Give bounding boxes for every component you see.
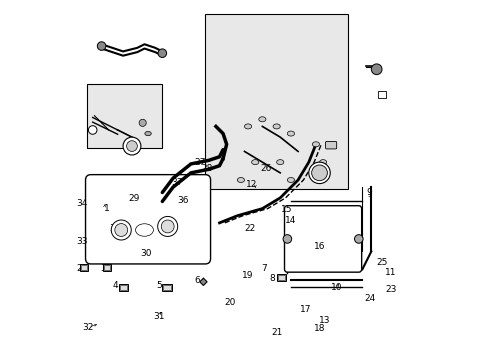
Circle shape bbox=[88, 126, 97, 134]
Text: 26: 26 bbox=[260, 164, 271, 173]
Text: 24: 24 bbox=[364, 294, 375, 303]
Text: 12: 12 bbox=[245, 180, 257, 189]
Text: 14: 14 bbox=[285, 216, 296, 225]
Circle shape bbox=[308, 162, 329, 184]
Bar bbox=[103, 264, 111, 271]
Bar bbox=[87, 84, 162, 148]
Bar bbox=[276, 274, 285, 281]
Bar bbox=[163, 285, 170, 290]
Text: 15: 15 bbox=[280, 205, 292, 214]
Bar bbox=[378, 91, 385, 98]
Text: 31: 31 bbox=[153, 312, 164, 321]
Text: 28: 28 bbox=[201, 164, 212, 173]
FancyBboxPatch shape bbox=[284, 206, 361, 272]
Circle shape bbox=[123, 137, 141, 155]
Ellipse shape bbox=[312, 142, 319, 147]
Text: 3: 3 bbox=[101, 264, 106, 273]
Ellipse shape bbox=[272, 124, 280, 129]
Text: 29: 29 bbox=[128, 194, 140, 203]
Text: 8: 8 bbox=[269, 274, 275, 283]
Text: 33: 33 bbox=[76, 237, 87, 246]
Circle shape bbox=[354, 235, 363, 243]
Text: 36: 36 bbox=[177, 196, 188, 205]
Circle shape bbox=[311, 165, 326, 181]
Text: 9: 9 bbox=[365, 188, 371, 197]
Ellipse shape bbox=[237, 177, 244, 183]
Bar bbox=[277, 275, 284, 280]
Text: 32: 32 bbox=[82, 323, 94, 332]
Circle shape bbox=[158, 49, 166, 58]
Text: 25: 25 bbox=[376, 258, 387, 267]
Circle shape bbox=[126, 141, 137, 152]
FancyBboxPatch shape bbox=[85, 175, 210, 264]
Text: 4: 4 bbox=[112, 281, 118, 290]
Polygon shape bbox=[200, 278, 206, 285]
Text: 6: 6 bbox=[194, 276, 200, 285]
Text: 7: 7 bbox=[261, 264, 266, 273]
Text: 16: 16 bbox=[313, 242, 325, 251]
Ellipse shape bbox=[144, 131, 151, 136]
Circle shape bbox=[111, 220, 131, 240]
Bar bbox=[81, 265, 87, 270]
Circle shape bbox=[161, 220, 174, 233]
Bar bbox=[104, 265, 110, 270]
Ellipse shape bbox=[287, 131, 294, 136]
Circle shape bbox=[97, 42, 106, 50]
Text: 11: 11 bbox=[385, 268, 396, 277]
Text: 19: 19 bbox=[242, 271, 253, 280]
Text: 2: 2 bbox=[77, 264, 82, 273]
Ellipse shape bbox=[251, 159, 258, 165]
Bar bbox=[119, 284, 127, 291]
Text: 22: 22 bbox=[244, 224, 255, 233]
Circle shape bbox=[139, 119, 146, 126]
FancyBboxPatch shape bbox=[325, 141, 336, 149]
Text: 17: 17 bbox=[299, 305, 310, 314]
Text: 35: 35 bbox=[109, 224, 121, 233]
Ellipse shape bbox=[244, 124, 251, 129]
Text: 23: 23 bbox=[385, 285, 396, 294]
Text: 27: 27 bbox=[194, 158, 205, 167]
Ellipse shape bbox=[319, 159, 326, 165]
Circle shape bbox=[283, 235, 291, 243]
Text: 21: 21 bbox=[270, 328, 282, 337]
Text: 10: 10 bbox=[330, 283, 342, 292]
Text: 18: 18 bbox=[313, 324, 325, 333]
Text: 13: 13 bbox=[319, 315, 330, 324]
Circle shape bbox=[157, 216, 177, 237]
Ellipse shape bbox=[258, 117, 265, 122]
Text: 5: 5 bbox=[156, 281, 162, 290]
Bar bbox=[162, 284, 171, 291]
Bar bbox=[205, 14, 347, 189]
Ellipse shape bbox=[287, 177, 294, 183]
Bar bbox=[80, 264, 88, 271]
Bar bbox=[120, 285, 126, 290]
Text: 30: 30 bbox=[140, 249, 152, 258]
Circle shape bbox=[370, 64, 381, 75]
Ellipse shape bbox=[276, 159, 283, 165]
Text: 37: 37 bbox=[170, 178, 182, 187]
Text: 34: 34 bbox=[76, 199, 87, 208]
Ellipse shape bbox=[135, 224, 153, 236]
Text: 20: 20 bbox=[224, 298, 235, 307]
Text: 1: 1 bbox=[104, 204, 110, 213]
Circle shape bbox=[115, 224, 127, 237]
